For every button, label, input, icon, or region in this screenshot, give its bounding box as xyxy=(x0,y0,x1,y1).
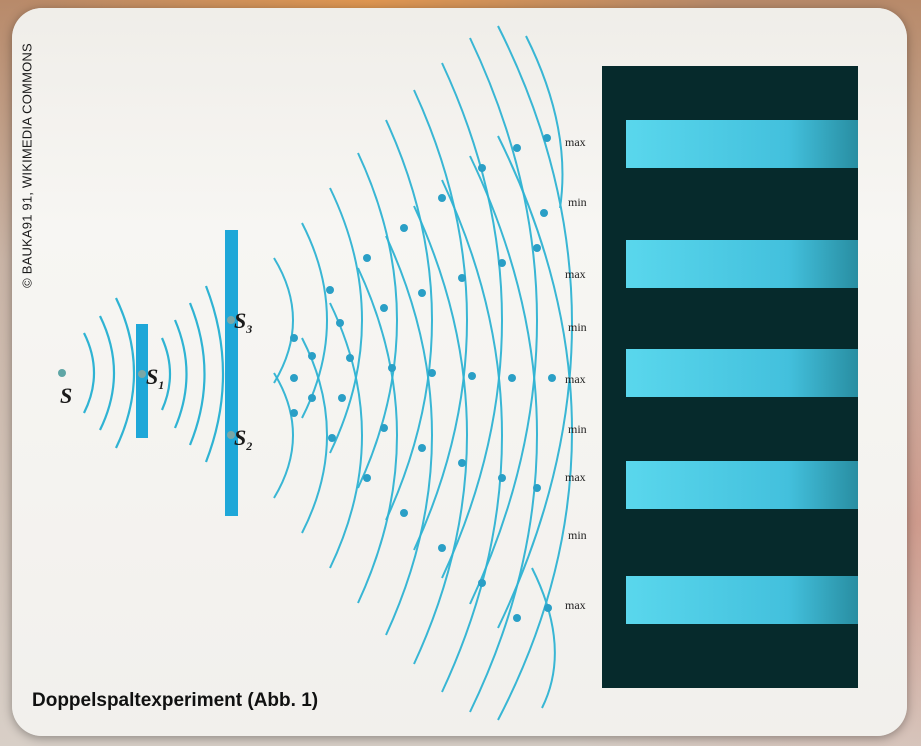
slit-1-point xyxy=(138,370,146,378)
label-max-1: max xyxy=(565,135,586,149)
interference-points xyxy=(290,134,556,622)
barrier-2 xyxy=(225,230,238,516)
label-min-3: min xyxy=(568,422,587,436)
interference-screen xyxy=(602,66,858,688)
slit-2-point xyxy=(227,431,235,439)
label-max-5: max xyxy=(565,598,586,612)
source-waves xyxy=(83,297,135,449)
barrier-1 xyxy=(136,324,148,438)
fringe-4 xyxy=(626,461,858,509)
figure-card: © BAUKA91 91, WIKIMEDIA COMMONS xyxy=(12,8,907,736)
label-min-4: min xyxy=(568,528,587,542)
slit1-waves xyxy=(160,285,225,463)
label-max-2: max xyxy=(565,267,586,281)
slit-labels: S S1 S3 S2 xyxy=(60,308,252,453)
label-s: S xyxy=(60,383,72,408)
source-point xyxy=(58,369,66,377)
fringe-2 xyxy=(626,240,858,288)
double-slit-diagram: S S1 S3 S2 max min max min max min max m… xyxy=(58,25,858,721)
figure-caption: Doppelspaltexperiment (Abb. 1) xyxy=(32,690,319,711)
label-s1: S1 xyxy=(146,364,164,392)
label-min-2: min xyxy=(568,320,587,334)
label-s3: S3 xyxy=(234,308,252,336)
pattern-labels: max min max min max min max min max xyxy=(565,135,587,612)
label-max-3: max xyxy=(565,372,586,386)
fringe-5 xyxy=(626,576,858,624)
slit2-wavefronts xyxy=(273,135,573,721)
slit-3-point xyxy=(227,316,235,324)
fringe-3 xyxy=(626,349,858,397)
label-min-1: min xyxy=(568,195,587,209)
label-s2: S2 xyxy=(234,425,252,453)
label-max-4: max xyxy=(565,470,586,484)
fringe-1 xyxy=(626,120,858,168)
